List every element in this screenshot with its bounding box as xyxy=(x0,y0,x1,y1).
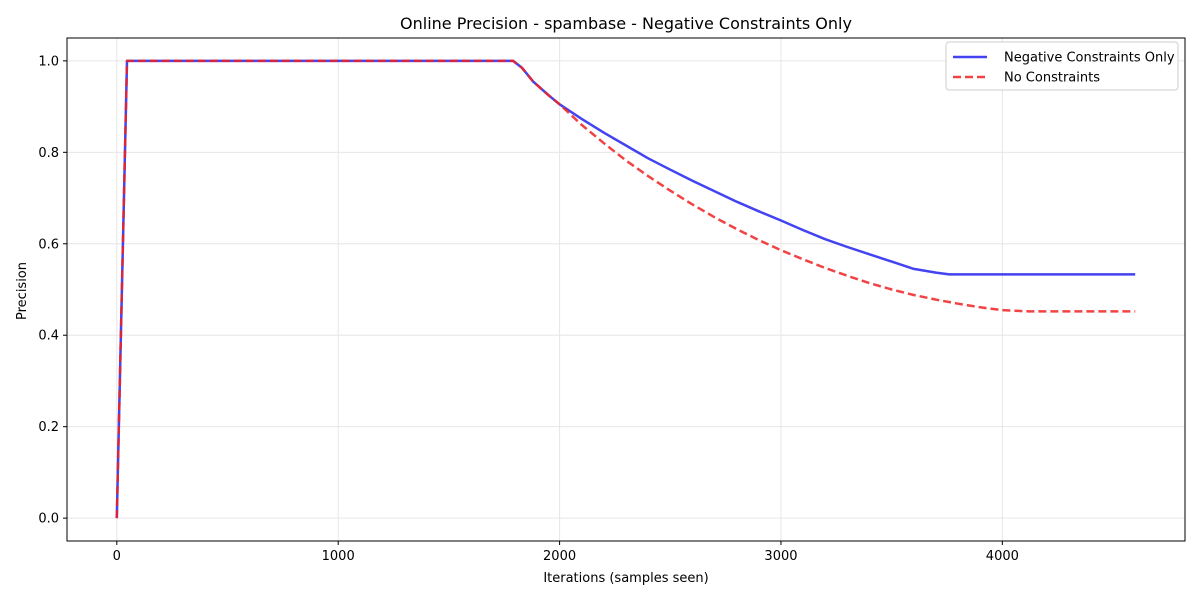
y-tick-label: 0.2 xyxy=(38,420,59,435)
x-axis-label: Iterations (samples seen) xyxy=(543,571,708,586)
x-tick-label: 0 xyxy=(113,549,121,564)
legend-label-negative-constraints: Negative Constraints Only xyxy=(1004,51,1175,66)
x-tick-label: 2000 xyxy=(543,549,576,564)
y-tick-label: 0.8 xyxy=(38,146,59,161)
x-tick-label: 4000 xyxy=(986,549,1019,564)
y-tick-label: 0.0 xyxy=(38,512,59,527)
axis-ticks: 0 1000 2000 3000 4000 0.0 0.2 0.4 0.6 0.8 1.0 xyxy=(38,54,1019,564)
chart-title: Online Precision - spambase - Negative C… xyxy=(400,14,852,33)
legend-label-no-constraints: No Constraints xyxy=(1004,71,1100,86)
x-tick-label: 3000 xyxy=(764,549,797,564)
x-tick-label: 1000 xyxy=(322,549,355,564)
y-axis-label: Precision xyxy=(15,262,30,320)
series-lines xyxy=(115,59,1136,519)
legend: Negative Constraints Only No Constraints xyxy=(945,41,1179,91)
y-tick-label: 0.4 xyxy=(38,329,59,344)
y-tick-label: 1.0 xyxy=(38,54,59,69)
legend-box xyxy=(945,41,1179,91)
plot-frame xyxy=(66,37,1186,542)
series-line-no-constraints xyxy=(115,59,1136,519)
y-tick-label: 0.6 xyxy=(38,237,59,252)
